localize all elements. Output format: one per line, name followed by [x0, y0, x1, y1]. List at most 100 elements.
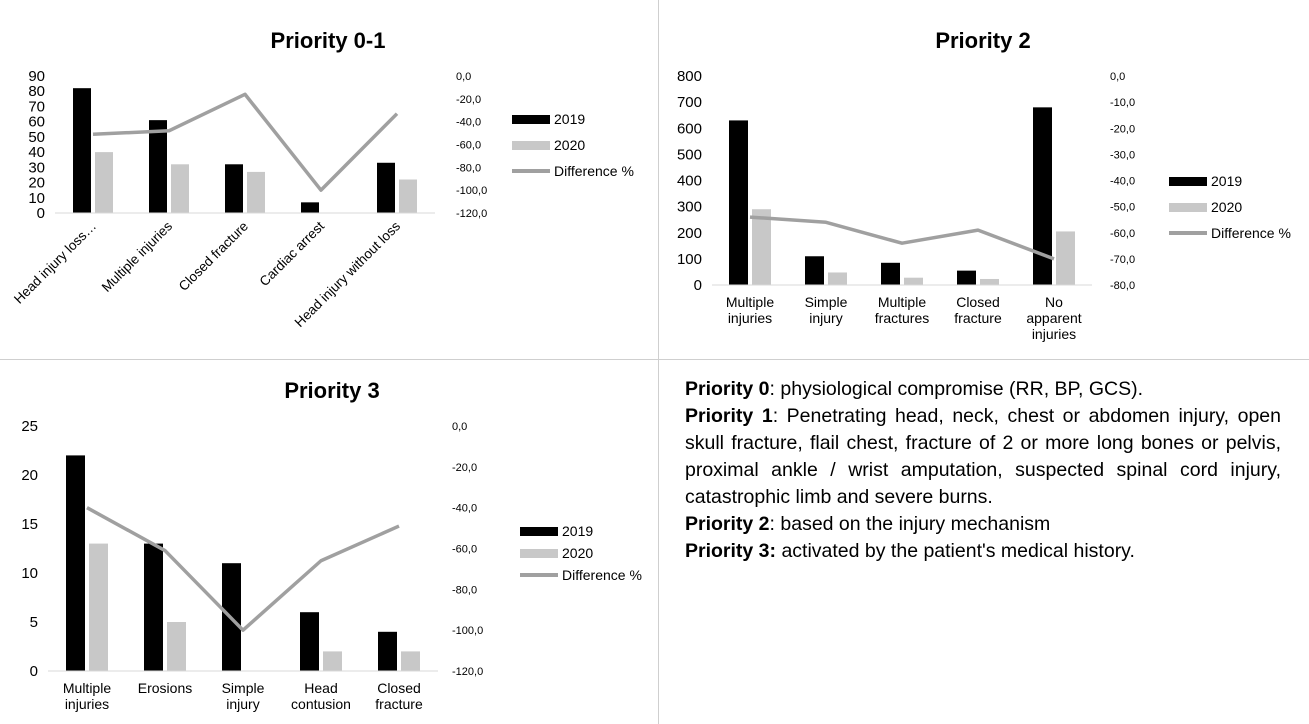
- legend-item-2020: 2020: [1169, 194, 1291, 220]
- note-priority-1: Priority 1: Penetrating head, neck, ches…: [685, 403, 1281, 511]
- bar-2020-multiple-injuries: [752, 209, 771, 285]
- priority-notes-panel: Priority 0: physiological compromise (RR…: [659, 360, 1309, 724]
- y-left-tick-label: 0: [37, 205, 45, 222]
- chart-priority-3: Priority 3 0 5 10 15 20 25 -120,0 -100,0 -80,0 -60…: [21, 378, 483, 712]
- y-left-tick-label: 70: [28, 98, 45, 115]
- y-right-tick-label: -40,0: [452, 503, 477, 515]
- x-category-label: Cardiac arrest: [257, 218, 328, 289]
- y-right-tick-label: -100,0: [456, 185, 487, 197]
- y-right-tick-label: -60,0: [456, 140, 481, 152]
- y-left-tick-label: 10: [21, 565, 38, 582]
- bar-2020-no-apparent-injuries: [1056, 231, 1075, 285]
- x-category-label: Closed fracture: [954, 294, 1002, 326]
- y-right-tick-label: -40,0: [456, 117, 481, 129]
- legend-item-2019: 2019: [512, 106, 634, 132]
- y-right-tick-label: -70,0: [1110, 254, 1135, 266]
- bar-2020-head-contusion: [323, 651, 342, 671]
- legend-label-2020: 2020: [1211, 199, 1243, 215]
- y-left-tick-label: 300: [677, 199, 702, 216]
- bar-2020-closed-fracture: [247, 171, 265, 213]
- note-text: : Penetrating head, neck, chest or abdom…: [685, 405, 1281, 508]
- legend-item-2019: 2019: [520, 520, 642, 542]
- bar-2019-multiple-injuries: [149, 120, 167, 213]
- x-category-label: Simple injury: [222, 680, 265, 712]
- y-right-tick-label: -80,0: [1110, 280, 1135, 292]
- y-left-tick-label: 400: [677, 173, 702, 190]
- y-left-tick-label: 10: [28, 190, 45, 207]
- legend-swatch-2020: [520, 548, 558, 558]
- y-left-tick-label: 40: [28, 144, 45, 161]
- bar-2019-head-injury-without-loss: [377, 162, 395, 213]
- bar-2020-multiple-injuries: [89, 543, 108, 671]
- x-category-label: Multiple injuries: [99, 218, 176, 295]
- legend-label-2019: 2019: [1211, 173, 1243, 189]
- y-right-tick-label: -60,0: [1110, 228, 1135, 240]
- note-text: : physiological compromise (RR, BP, GCS)…: [769, 378, 1144, 400]
- bar-2019-no-apparent-injuries: [1033, 107, 1052, 285]
- legend-swatch-difference: [520, 573, 558, 577]
- y-left-tick-label: 700: [677, 94, 702, 111]
- bar-2020-closed-fracture: [980, 278, 999, 285]
- y-left-tick-label: 20: [28, 175, 45, 192]
- legend-label-difference: Difference %: [562, 567, 642, 583]
- bar-2019-head-contusion: [300, 612, 319, 671]
- y-left-tick-label: 20: [21, 467, 38, 484]
- y-left-tick-label: 30: [28, 159, 45, 176]
- x-category-label: Closed fracture: [176, 219, 251, 294]
- bar-2019-cardiac-arrest: [301, 202, 319, 213]
- bar-2019-closed-fracture: [378, 631, 397, 671]
- y-right-tick-label: -80,0: [456, 162, 481, 174]
- chart-panel-priority-3: Priority 3 0 5 10 15 20 25 -120,0 -100,0 -80,0 -60…: [0, 360, 659, 724]
- line-difference-percent: [749, 215, 1055, 261]
- bar-2019-head-injury-loss: [73, 88, 91, 213]
- y-left-tick-label: 15: [21, 516, 38, 533]
- y-left-tick-label: 25: [21, 418, 38, 435]
- legend-item-difference: Difference %: [520, 564, 642, 586]
- bar-2019-multiple-injuries: [729, 120, 748, 285]
- y-left-tick-label: 80: [28, 83, 45, 100]
- x-category-label: Simple injury: [805, 294, 848, 326]
- y-left-tick-label: 600: [677, 120, 702, 137]
- legend-label-difference: Difference %: [1211, 225, 1291, 241]
- note-label: Priority 0: [685, 378, 770, 400]
- legend-item-difference: Difference %: [1169, 220, 1291, 246]
- y-right-tick-label: -20,0: [1110, 123, 1135, 135]
- x-category-label: Closed fracture: [375, 680, 423, 712]
- legend-priority-2: 2019 2020 Difference %: [1169, 168, 1291, 246]
- y-right-tick-label: -100,0: [452, 625, 483, 637]
- y-left-tick-label: 500: [677, 146, 702, 163]
- legend-label-difference: Difference %: [554, 163, 634, 179]
- legend-label-2020: 2020: [554, 137, 586, 153]
- legend-item-difference: Difference %: [512, 158, 634, 184]
- x-category-label: Multiple fractures: [875, 294, 929, 326]
- x-category-label: Head contusion: [291, 680, 351, 712]
- note-label: Priority 2: [685, 513, 770, 535]
- y-left-tick-label: 50: [28, 129, 45, 146]
- bar-2019-multiple-fractures: [881, 262, 900, 285]
- legend-swatch-difference: [512, 169, 550, 173]
- y-right-tick-label: 0,0: [452, 421, 467, 433]
- note-priority-3: Priority 3: activated by the patient's m…: [685, 538, 1281, 565]
- y-left-tick-label: 0: [30, 663, 38, 680]
- y-left-tick-label: 100: [677, 251, 702, 268]
- legend-priority-0-1: 2019 2020 Difference %: [512, 106, 634, 184]
- priority-notes: Priority 0: physiological compromise (RR…: [685, 376, 1281, 565]
- legend-item-2020: 2020: [512, 132, 634, 158]
- bar-2019-multiple-injuries: [66, 455, 85, 671]
- y-right-tick-label: -80,0: [452, 584, 477, 596]
- note-priority-0: Priority 0: physiological compromise (RR…: [685, 376, 1281, 403]
- x-category-label: Head injury loss…: [11, 219, 99, 307]
- bar-2019-erosions: [144, 543, 163, 671]
- legend-label-2019: 2019: [554, 111, 586, 127]
- chart-priority-2: Priority 2 0 100 200 300 400 500 600 700 800 -80,0…: [677, 28, 1135, 342]
- y-right-tick-label: -60,0: [452, 544, 477, 556]
- y-right-tick-label: -40,0: [1110, 176, 1135, 188]
- bar-2020-multiple-injuries: [171, 164, 189, 213]
- legend-swatch-2020: [512, 140, 550, 150]
- note-label: Priority 3:: [685, 540, 777, 562]
- legend-item-2020: 2020: [520, 542, 642, 564]
- x-category-label: Erosions: [138, 680, 192, 696]
- y-left-tick-label: 0: [694, 277, 702, 294]
- bar-2020-multiple-fractures: [904, 277, 923, 285]
